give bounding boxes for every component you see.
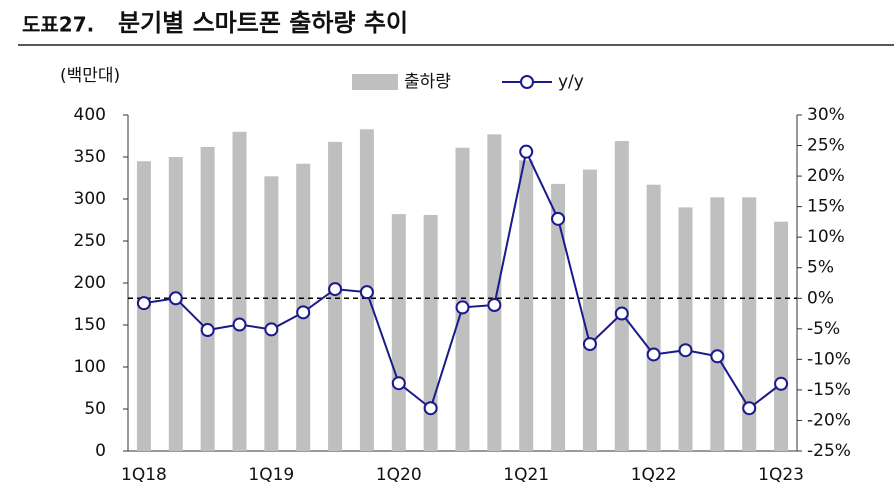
y2-tick-label: -5%	[807, 319, 840, 339]
y-tick-label: 250	[74, 231, 106, 251]
y-tick-label: 400	[74, 105, 106, 125]
y2-tick-label: -15%	[807, 380, 851, 400]
bar	[519, 160, 534, 452]
line-marker	[519, 144, 534, 159]
line-marker	[582, 337, 597, 352]
y-tick-label: 100	[74, 357, 106, 377]
y2-tick-label: 20%	[807, 166, 845, 186]
line-marker	[200, 323, 215, 338]
line-marker	[296, 305, 311, 320]
bar	[328, 141, 343, 451]
line-marker	[136, 296, 151, 311]
line-marker	[774, 376, 789, 391]
bar	[551, 183, 566, 451]
legend-swatch	[352, 74, 398, 90]
bar	[232, 131, 247, 452]
y2-tick-label: -10%	[807, 349, 851, 369]
y-tick-label: 300	[74, 189, 106, 209]
bar	[455, 147, 470, 451]
y-tick-label: 350	[74, 147, 106, 167]
y2-tick-label: 5%	[807, 258, 834, 278]
y-tick-label: 150	[74, 315, 106, 335]
y2-tick-label: -25%	[807, 441, 851, 461]
y2-tick-label: 25%	[807, 136, 845, 156]
line-marker	[742, 401, 757, 416]
bar	[614, 141, 629, 452]
bar	[710, 197, 725, 451]
line-marker	[678, 343, 693, 358]
legend-label: y/y	[558, 72, 584, 92]
legend-marker	[520, 75, 534, 89]
y2-tick-label: 10%	[807, 227, 845, 247]
bar	[774, 221, 789, 451]
y-axis-label: (백만대)	[60, 66, 120, 86]
y-tick-label: 0	[95, 441, 106, 461]
legend-label: 출하량	[404, 72, 451, 92]
line-marker	[232, 317, 247, 332]
line-marker	[614, 306, 629, 321]
line-marker	[551, 211, 566, 226]
line-marker	[487, 297, 502, 312]
x-tick-label: 1Q18	[121, 465, 167, 485]
y2-tick-label: 15%	[807, 197, 845, 217]
line-marker	[168, 291, 183, 306]
chart-title: 분기별 스마트폰 출하량 추이	[118, 9, 408, 37]
bar	[646, 184, 661, 451]
x-tick-label: 1Q21	[503, 465, 549, 485]
bar	[582, 169, 597, 451]
bar	[678, 207, 693, 451]
line-marker	[264, 322, 279, 337]
bar	[391, 214, 406, 451]
x-tick-label: 1Q23	[758, 465, 804, 485]
bar	[423, 214, 438, 451]
y2-tick-label: 0%	[807, 288, 834, 308]
x-tick-label: 1Q22	[631, 465, 677, 485]
chart-label: 도표27.	[22, 13, 94, 37]
y-tick-label: 200	[74, 273, 106, 293]
line-marker	[710, 349, 725, 364]
line-marker	[423, 401, 438, 416]
x-tick-label: 1Q20	[376, 465, 422, 485]
bar	[200, 146, 215, 452]
y-tick-label: 50	[84, 399, 106, 419]
bar	[264, 176, 279, 451]
bar	[487, 134, 502, 451]
line-marker	[455, 300, 470, 315]
line-marker	[328, 282, 343, 297]
y2-tick-label: 30%	[807, 105, 845, 125]
line-marker	[391, 376, 406, 391]
x-tick-label: 1Q19	[248, 465, 294, 485]
line-marker	[359, 285, 374, 300]
y2-tick-label: -20%	[807, 410, 851, 430]
line-marker	[646, 347, 661, 362]
bar	[742, 197, 757, 451]
